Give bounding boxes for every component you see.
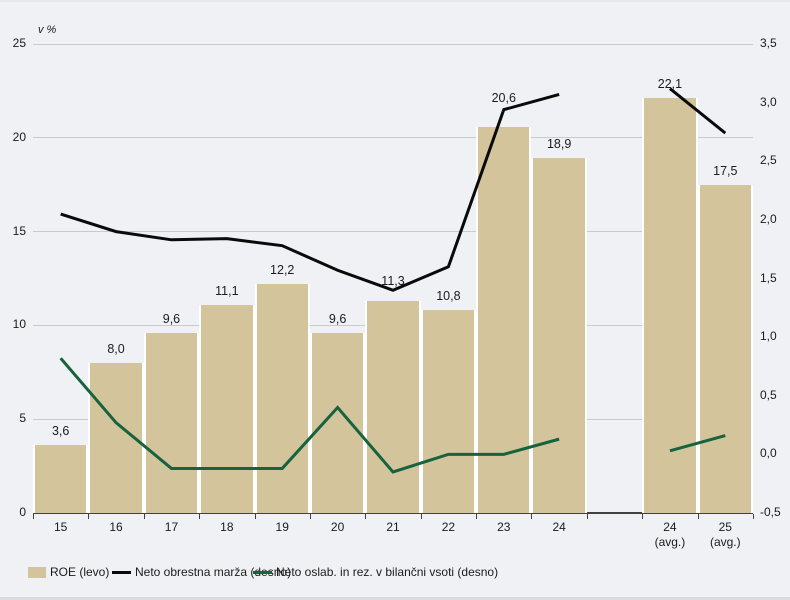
bar-value-label: 3,6: [51, 424, 70, 439]
bar-value-label: 8,0: [107, 341, 125, 356]
legend-item-net-interest-margin: Neto obrestna marža (desno): [112, 564, 291, 580]
left-axis-tick-label: 0: [19, 505, 26, 519]
bar: [90, 362, 142, 513]
x-axis-tick: [420, 514, 422, 519]
right-axis-tick-label: 0,0: [760, 446, 777, 461]
x-axis-line: [33, 512, 753, 514]
bar-value-label: 18,9: [546, 137, 572, 152]
left-axis-tick-label: 25: [12, 36, 26, 50]
bar-value-label: 11,1: [215, 283, 239, 298]
left-axis-tick-label: 5: [19, 411, 26, 426]
right-axis-tick-label: 2,5: [760, 153, 777, 168]
bar: [201, 304, 253, 513]
x-axis-tick: [309, 514, 311, 519]
right-axis-tick-label: 3,0: [760, 94, 777, 109]
right-axis-tick-label: 1,5: [760, 270, 777, 285]
x-axis-category-label: 23: [497, 520, 511, 534]
x-axis-category-label: 20: [330, 520, 345, 534]
bar-value-label: 11,3: [381, 274, 405, 288]
x-axis-tick: [143, 514, 145, 519]
x-axis-category-label: 24 (avg.): [654, 520, 686, 549]
x-axis-tick: [199, 514, 201, 519]
bar: [422, 310, 475, 513]
x-axis-category-label: 22: [441, 520, 456, 534]
axis-unit-label: v %: [38, 24, 57, 36]
bar-value-label: 22,1: [657, 77, 683, 92]
bar: [699, 184, 751, 513]
legend-item-roe: ROE (levo): [28, 564, 109, 580]
x-axis-tick: [33, 514, 34, 519]
x-axis-category-label: 17: [164, 520, 179, 534]
line-swatch-icon: [112, 570, 131, 574]
bar: [311, 332, 364, 513]
bar: [145, 332, 198, 513]
bar: [478, 126, 530, 513]
right-axis-tick-label: 2,0: [760, 211, 777, 226]
bar: [256, 284, 308, 513]
x-axis-tick: [88, 514, 90, 519]
right-axis-tick-label: 0,5: [760, 387, 777, 402]
bar-value-label: 20,6: [491, 90, 516, 105]
x-axis-tick: [586, 514, 588, 519]
x-axis-category-label: 15: [54, 520, 68, 534]
bar-value-label: 10,8: [436, 289, 461, 304]
left-axis-tick-label: 15: [12, 223, 26, 238]
left-axis-tick-label: 10: [12, 317, 26, 332]
bar: [533, 158, 585, 513]
x-axis-tick: [642, 514, 644, 519]
x-axis-tick: [753, 514, 754, 519]
legend-label: Neto obrestna marža (desno): [135, 565, 292, 579]
bar: [367, 301, 419, 513]
bar-value-label: 9,6: [162, 311, 181, 326]
bar-value-label: 9,6: [328, 311, 347, 326]
bar-value-label: 17,5: [713, 163, 738, 178]
gridline: [33, 43, 753, 45]
bar-value-label: 12,2: [270, 263, 295, 278]
bar: [644, 98, 696, 513]
bar: [35, 445, 87, 513]
left-axis-tick-label: 20: [12, 129, 26, 144]
right-axis-tick-label: 1,0: [760, 329, 777, 344]
x-axis-tick: [476, 514, 478, 519]
x-axis-category-label: 19: [275, 520, 289, 534]
line-swatch-icon: [253, 570, 272, 574]
x-axis-tick: [697, 514, 699, 519]
x-axis-category-label: 21: [386, 520, 400, 534]
legend-item-net-impairments: Neto oslab. in rez. v bilančni vsoti (de…: [253, 564, 498, 580]
legend: ROE (levo) Neto obrestna marža (desno) N…: [0, 564, 790, 584]
x-axis-tick: [365, 514, 367, 519]
right-axis-tick-label: 3,5: [760, 36, 777, 50]
legend-label: Neto oslab. in rez. v bilančni vsoti (de…: [276, 565, 499, 579]
x-axis-category-label: 25 (avg.): [709, 520, 741, 549]
x-axis-tick: [531, 514, 533, 519]
x-axis-category-label: 16: [109, 520, 123, 534]
legend-label: ROE (levo): [50, 565, 110, 579]
right-axis-tick-label: -0,5: [760, 505, 781, 519]
bar-swatch-icon: [28, 566, 46, 578]
x-axis-category-label: 18: [220, 520, 234, 534]
x-axis-tick: [254, 514, 256, 519]
x-axis-category-label: 24: [552, 520, 566, 534]
